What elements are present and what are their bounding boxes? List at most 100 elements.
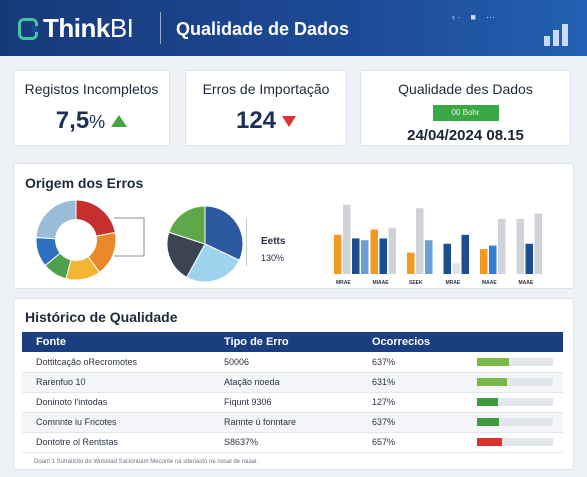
header-icons: ‹ · ■ ··· [452, 12, 495, 22]
bar[interactable] [407, 252, 415, 274]
col-fonte[interactable]: Fonte [36, 336, 66, 348]
historico-panel: Histórico de Qualidade Fonte Tipo de Err… [13, 298, 574, 470]
cell-level [463, 352, 563, 373]
kpi-number: 124 [235, 107, 277, 134]
bar[interactable] [416, 208, 424, 274]
cell-level [463, 412, 563, 433]
cell-fonte: Doninoto l'intodas [22, 392, 210, 413]
pie-chart [166, 205, 244, 283]
table-header-row: Fonte Tipo de Erro Ocorrecios [22, 332, 563, 352]
kpi-card-incompletos: Registos Incompletos 7,5% [13, 70, 170, 146]
error-bar-chart: MRAE MIAAE SEEK MRAE MAAE MAAE [334, 204, 543, 286]
col-ocorrencias[interactable]: Ocorrecios [372, 336, 431, 348]
x-tick-label: MAAE [482, 280, 497, 286]
x-tick-label: MAAE [519, 280, 534, 286]
table-row[interactable]: Rarenfuo 10 Atação noeda 631% [22, 372, 563, 393]
level-bar-fill [477, 418, 500, 426]
donut-chart [35, 199, 117, 281]
app-logo[interactable]: Think BI [18, 13, 134, 44]
kpi-card-erros: Erros de Importação 124 [185, 70, 347, 146]
bar[interactable] [361, 240, 369, 274]
cell-ocorrencias: 631% [358, 372, 463, 393]
level-bar-fill [477, 357, 509, 366]
table-row[interactable]: Doninoto l'intodas Fiqunt 9306 127% [22, 392, 563, 413]
pie-callout: Eetts 130% [246, 218, 306, 266]
donut-callout-lines [114, 217, 145, 257]
cell-ocorrencias: 637% [358, 352, 463, 373]
cell-tipo: S8637% [210, 432, 358, 453]
history-table: Fonte Tipo de Erro Ocorrecios Dottitcaçã… [22, 332, 563, 453]
cell-tipo: Rannte ú fonntare [210, 412, 358, 433]
cell-ocorrencias: 657% [358, 432, 463, 453]
bar[interactable] [498, 218, 506, 274]
kpi-label: Registos Incompletos [24, 81, 159, 97]
trend-down-icon [282, 115, 297, 127]
logo-mark-icon [18, 17, 38, 40]
x-tick-label: SEEK [409, 280, 423, 286]
cell-fonte: Dontotre ol Rentstas [22, 432, 210, 453]
user-icon[interactable]: ■ [470, 12, 476, 22]
level-bar [477, 378, 553, 386]
title-divider [160, 12, 161, 44]
origem-panel: Origem dos Erros Eetts 130% MRAE MIAAE SEE… [13, 163, 574, 289]
table-row[interactable]: Comnnte iu Fricotes Rannte ú fonntare 637% [22, 412, 563, 433]
cell-tipo: Fiqunt 9306 [210, 392, 358, 413]
menu-icon[interactable]: ··· [485, 12, 495, 22]
pie-pct: 130% [261, 253, 285, 263]
level-bar-fill [477, 438, 503, 446]
table-row[interactable]: Dontotre ol Rentstas S8637% 657% [22, 432, 563, 453]
bar[interactable] [425, 240, 433, 274]
cell-fonte: Comnnte iu Fricotes [22, 412, 210, 433]
bar[interactable] [388, 227, 397, 274]
bar[interactable] [443, 243, 452, 274]
bar[interactable] [480, 249, 488, 274]
origem-title: Origem dos Erros [25, 175, 144, 191]
level-bar [477, 438, 553, 446]
pie-label: Eetts [261, 236, 286, 247]
bar-chart-icon[interactable] [544, 20, 574, 46]
quality-badge: 00 Bohr [432, 105, 499, 121]
bar[interactable] [352, 238, 360, 274]
chevron-icon[interactable]: ‹ · [452, 12, 461, 22]
cell-level [463, 432, 563, 453]
logo-text: Think [43, 13, 110, 43]
bar[interactable] [516, 218, 525, 274]
pie-slice[interactable] [204, 205, 244, 261]
x-tick-label: MRAE [336, 280, 351, 286]
level-bar [477, 398, 553, 406]
level-bar-fill [477, 378, 508, 386]
page-title: Qualidade de Dados [176, 19, 350, 39]
bar[interactable] [379, 238, 388, 274]
bar[interactable] [334, 234, 342, 274]
level-bar [477, 357, 553, 366]
cell-fonte: Rarenfuo 10 [22, 372, 210, 393]
quality-timestamp: 24/04/2024 08.15 [407, 127, 524, 144]
cell-fonte: Dottitcação oRecromotes [22, 352, 210, 373]
pie-slice[interactable] [168, 205, 206, 245]
x-tick-label: MIAAE [373, 280, 390, 286]
pie-slice[interactable] [166, 231, 206, 278]
bar[interactable] [343, 204, 351, 274]
col-tipo[interactable]: Tipo de Erro [224, 336, 289, 348]
bar[interactable] [461, 234, 470, 274]
cell-ocorrencias: 127% [358, 392, 463, 413]
cell-ocorrencias: 637% [358, 412, 463, 433]
logo-text-suffix: BI [109, 13, 134, 43]
kpi-label: Qualidade des Dados [398, 81, 533, 97]
historico-title: Histórico de Qualidade [25, 309, 178, 325]
kpi-number: 7,5 [55, 107, 90, 134]
table-row[interactable]: Dottitcação oRecromotes 50006 637% [22, 352, 563, 373]
col-level [463, 332, 563, 352]
bar[interactable] [452, 263, 461, 274]
level-bar [477, 418, 553, 426]
bar[interactable] [370, 229, 379, 274]
trend-up-icon [111, 115, 128, 127]
bar[interactable] [534, 213, 543, 274]
cell-tipo: Atação noeda [210, 372, 358, 393]
kpi-unit: % [89, 112, 106, 132]
cell-level [463, 372, 563, 393]
donut-hole [55, 219, 97, 261]
bar[interactable] [489, 245, 497, 274]
cell-level [463, 392, 563, 413]
bar[interactable] [525, 243, 534, 274]
